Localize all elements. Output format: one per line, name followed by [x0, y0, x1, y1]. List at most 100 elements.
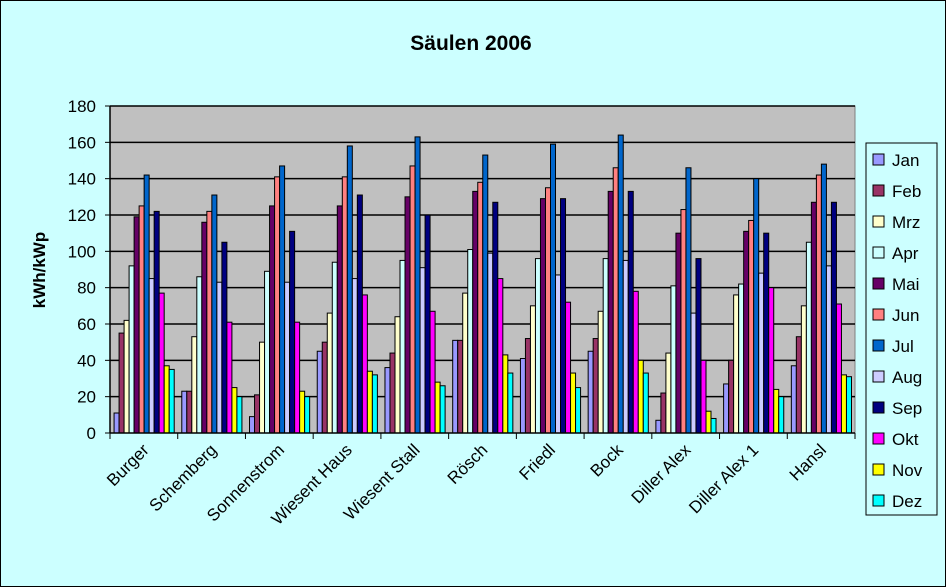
bar-nov — [637, 359, 644, 434]
bar-jan — [723, 383, 730, 434]
bar-jan — [655, 419, 662, 434]
legend-label: Mrz — [892, 213, 920, 232]
bar-jun — [274, 176, 281, 434]
legend-label: Aug — [892, 368, 922, 387]
bar-feb — [524, 338, 531, 434]
bar-nov — [570, 372, 577, 434]
bar-feb — [118, 332, 125, 434]
bar-mai — [404, 196, 411, 434]
bar-jul — [279, 165, 286, 434]
bar-jun — [680, 209, 687, 434]
bar-sep — [153, 210, 160, 434]
bar-feb — [660, 392, 667, 434]
bar-okt — [632, 290, 639, 434]
legend-item: Dez — [872, 492, 922, 511]
legend-swatch — [872, 153, 885, 166]
bar-feb — [389, 352, 396, 434]
bar-apr — [331, 261, 338, 434]
y-tick-label: 100 — [68, 242, 96, 261]
bar-dez — [778, 396, 785, 434]
bar-jun — [409, 165, 416, 434]
legend-label: Nov — [892, 461, 923, 480]
legend-swatch — [872, 339, 885, 352]
bar-jul — [685, 167, 692, 434]
bar-apr — [399, 259, 406, 434]
bar-aug — [216, 281, 223, 434]
legend-swatch — [872, 463, 885, 476]
legend-item: Nov — [872, 461, 923, 480]
bar-okt — [565, 301, 572, 434]
bar-aug — [284, 281, 291, 434]
bar-mai — [675, 232, 682, 434]
bar-nov — [840, 374, 847, 434]
bar-dez — [168, 368, 175, 434]
bar-jan — [113, 412, 120, 434]
bar-dez — [710, 417, 717, 434]
bar-apr — [264, 270, 271, 434]
bar-apr — [670, 285, 677, 434]
bar-nov — [231, 387, 238, 434]
bar-jul — [414, 136, 421, 434]
bar-apr — [128, 265, 135, 434]
bar-nov — [705, 410, 712, 434]
bar-mrz — [733, 294, 740, 434]
bar-mrz — [462, 292, 469, 434]
bar-feb — [457, 339, 464, 434]
y-tick-label: 20 — [77, 388, 96, 407]
bar-sep — [221, 241, 228, 434]
y-tick-label: 60 — [77, 315, 96, 334]
bar-apr — [805, 241, 812, 434]
bar-mrz — [191, 336, 198, 434]
legend-label: Dez — [892, 492, 922, 511]
legend-swatch — [872, 401, 885, 414]
bar-mai — [472, 190, 479, 434]
bar-jun — [815, 174, 822, 434]
bar-aug — [419, 267, 426, 434]
bar-okt — [429, 310, 436, 434]
bar-sep — [830, 201, 837, 434]
legend-swatch — [872, 370, 885, 383]
bar-sep — [289, 230, 296, 434]
legend-label: Sep — [892, 399, 922, 418]
legend-label: Jul — [892, 337, 914, 356]
bar-jun — [138, 205, 145, 434]
bar-mrz — [394, 316, 401, 434]
bar-aug — [825, 265, 832, 434]
bar-feb — [728, 359, 735, 434]
bar-okt — [294, 321, 301, 434]
bar-aug — [555, 274, 562, 434]
bar-nov — [773, 388, 780, 434]
legend-item: Jul — [872, 337, 914, 356]
legend-item: Okt — [872, 430, 919, 449]
bar-jan — [452, 339, 459, 434]
bar-mrz — [800, 305, 807, 434]
bar-jun — [544, 187, 551, 434]
bar-dez — [439, 385, 446, 434]
bar-nov — [502, 354, 509, 434]
bar-mai — [201, 221, 208, 434]
bar-sep — [356, 194, 363, 434]
bar-mrz — [326, 312, 333, 434]
bar-mai — [810, 201, 817, 434]
bar-mai — [743, 230, 750, 434]
bar-jan — [790, 365, 797, 434]
bar-jun — [206, 210, 213, 434]
bar-okt — [158, 292, 165, 434]
bar-aug — [351, 278, 358, 434]
bar-dez — [642, 372, 649, 434]
bar-sep — [627, 190, 634, 434]
bar-feb — [254, 394, 261, 434]
bar-apr — [738, 283, 745, 434]
legend-item: Jan — [872, 151, 919, 170]
legend-item: Jun — [872, 306, 919, 325]
bar-jan — [181, 390, 188, 434]
bar-sep — [424, 214, 431, 434]
bar-okt — [835, 303, 842, 434]
legend-swatch — [872, 308, 885, 321]
legend-swatch — [872, 432, 885, 445]
legend-swatch — [872, 494, 885, 507]
bar-dez — [304, 396, 311, 434]
bar-jan — [316, 350, 323, 434]
bar-dez — [236, 396, 243, 434]
